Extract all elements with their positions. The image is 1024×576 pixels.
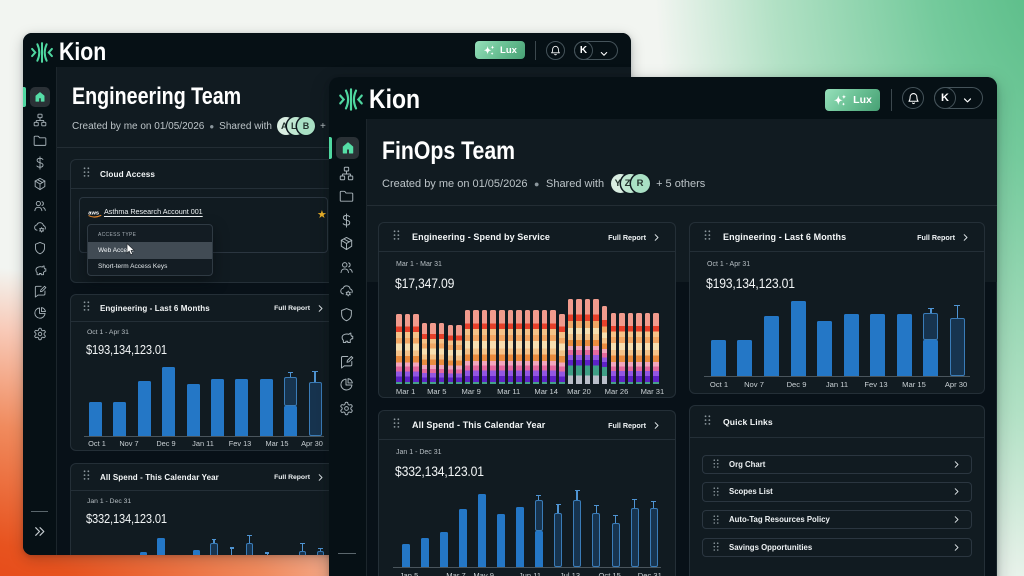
svg-text:aws: aws: [88, 210, 99, 216]
